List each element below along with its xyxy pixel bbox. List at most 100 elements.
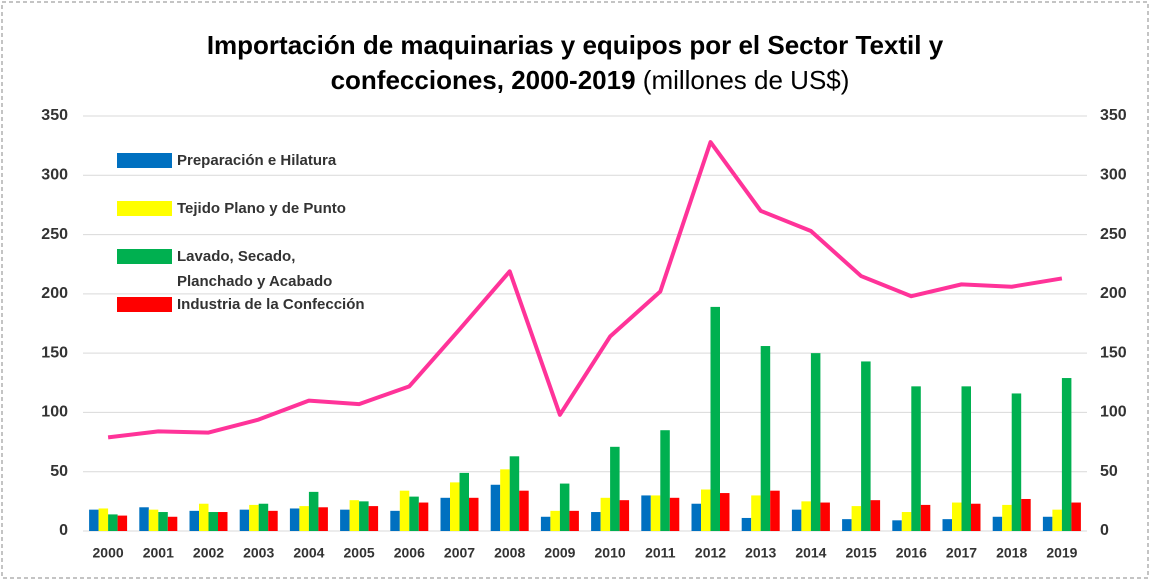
bar (500, 469, 510, 531)
bar (450, 482, 460, 531)
x-tick-label: 2019 (1046, 545, 1077, 561)
legend-swatch (117, 201, 172, 216)
bar (519, 490, 529, 531)
bar (148, 509, 159, 531)
bar (550, 510, 560, 531)
bar (901, 512, 912, 531)
y2-tick-label: 50 (1100, 463, 1118, 480)
y2-tick-label: 250 (1100, 226, 1127, 243)
bar (610, 446, 620, 531)
bar (810, 353, 821, 531)
bar (359, 501, 369, 531)
bar (249, 504, 259, 531)
y-tick-label: 0 (59, 522, 68, 539)
legend-entry: Lavado, Secado, Planchado y Acabado (117, 248, 332, 294)
x-tick-label: 2013 (745, 545, 776, 561)
legend-label: Industria de la Confección (177, 296, 365, 313)
bar (469, 497, 479, 531)
x-tick-label: 2015 (846, 545, 877, 561)
bar (509, 456, 520, 531)
bar (440, 497, 450, 531)
y-tick-label: 100 (41, 404, 68, 421)
x-tick-label: 2000 (93, 545, 124, 561)
bar (559, 483, 570, 531)
bar (741, 517, 752, 531)
x-tick-label: 2005 (344, 545, 375, 561)
chart-subtitle: (millones de US$) (643, 65, 850, 95)
x-tick-label: 2010 (595, 545, 626, 561)
bar (911, 386, 921, 531)
y2-tick-label: 100 (1100, 404, 1127, 421)
legend-entry: Preparación e Hilatura (117, 152, 336, 173)
legend-swatch (117, 153, 172, 168)
x-tick-label: 2003 (243, 545, 274, 561)
bar (861, 361, 871, 531)
bar (992, 516, 1003, 531)
bar (770, 490, 780, 531)
bar (710, 306, 720, 531)
bar (268, 510, 278, 531)
x-tick-label: 2011 (645, 545, 676, 561)
y-tick-label: 200 (41, 285, 68, 302)
bar (218, 512, 228, 531)
x-tick-label: 2006 (394, 545, 425, 561)
bar (751, 495, 761, 531)
bar (591, 512, 601, 531)
bar (971, 503, 981, 531)
bar (569, 510, 579, 531)
bar (760, 346, 771, 531)
x-tick-label: 2004 (293, 545, 324, 561)
bar (418, 502, 429, 531)
bar (189, 510, 199, 531)
bar (820, 502, 830, 531)
bar (540, 516, 551, 531)
y2-tick-label: 350 (1100, 107, 1127, 124)
bar (158, 512, 168, 531)
bar (691, 503, 701, 531)
bar (720, 493, 730, 531)
bar (641, 495, 651, 531)
bar (409, 496, 419, 531)
bar (1011, 393, 1022, 531)
bar (208, 512, 218, 531)
bar (842, 519, 852, 531)
bar (349, 500, 360, 531)
x-tick-label: 2017 (946, 545, 977, 561)
bar (98, 508, 109, 531)
chart-title-line: confecciones, 2000-2019 (331, 65, 636, 95)
y2-tick-label: 150 (1100, 344, 1127, 361)
y-tick-label: 150 (41, 344, 68, 361)
bar (892, 520, 902, 531)
bar (108, 514, 118, 531)
bar (368, 506, 379, 531)
x-tick-label: 2001 (143, 545, 174, 561)
bar (299, 506, 309, 531)
x-tick-label: 2007 (444, 545, 475, 561)
y-tick-label: 300 (41, 167, 68, 184)
x-tick-label: 2018 (996, 545, 1027, 561)
bar (650, 495, 661, 531)
y-tick-label: 350 (41, 107, 68, 124)
y2-tick-label: 0 (1100, 522, 1109, 539)
bar (942, 519, 952, 531)
bar (1002, 504, 1012, 531)
legend-swatch (117, 297, 172, 312)
bar (1021, 498, 1031, 531)
bar (340, 509, 350, 531)
x-tick-label: 2008 (494, 545, 525, 561)
bar (117, 515, 128, 531)
bar (1042, 516, 1053, 531)
bar (920, 504, 931, 531)
legend-entry: Industria de la Confección (117, 296, 365, 317)
bar (490, 484, 501, 531)
chart-title: Importación de maquinarias y equipos por… (207, 30, 944, 60)
legend-label: Preparación e Hilatura (177, 152, 337, 169)
y2-tick-label: 200 (1100, 285, 1127, 302)
legend-label: Tejido Plano y de Punto (177, 200, 346, 217)
x-tick-label: 2016 (896, 545, 927, 561)
y2-tick-label: 300 (1100, 167, 1127, 184)
bar (669, 497, 680, 531)
